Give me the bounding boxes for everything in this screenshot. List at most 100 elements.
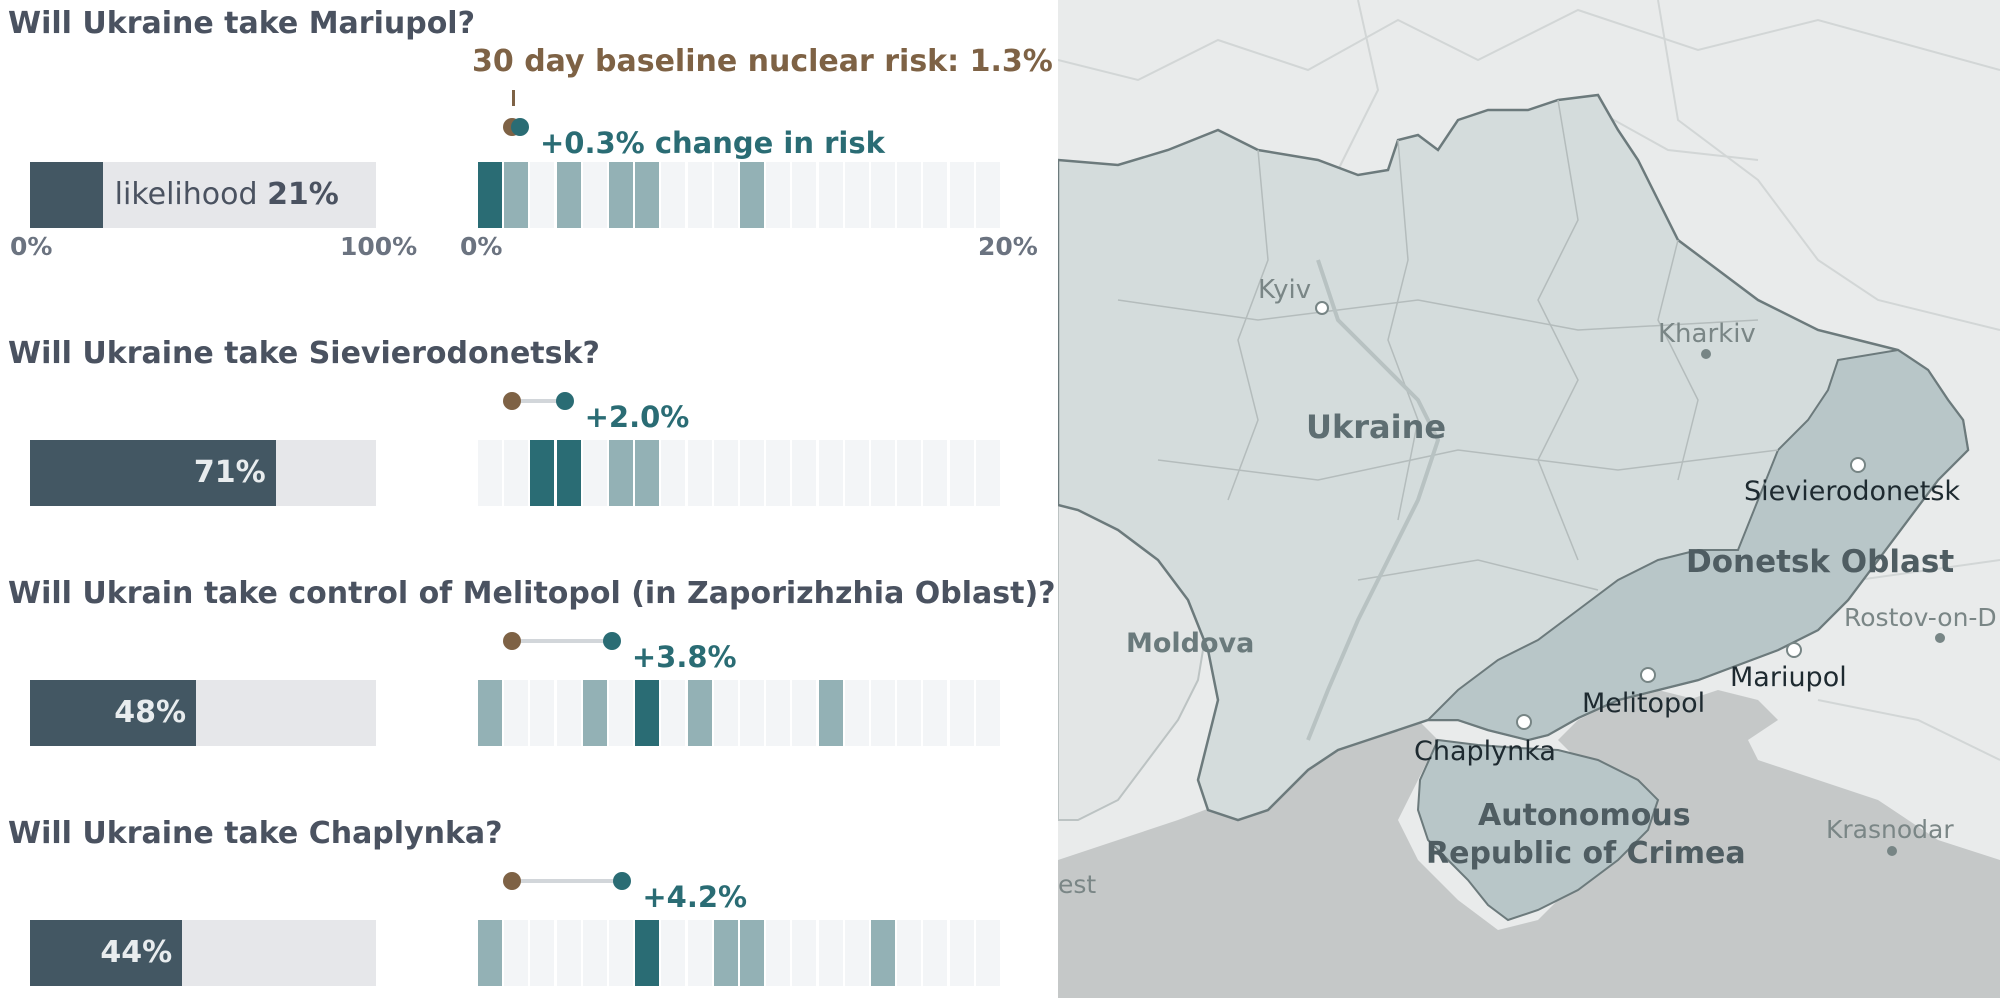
ukraine-map[interactable]: Kyiv Kharkiv Ukraine Sievierodonetsk Don… xyxy=(1056,0,2000,998)
likelihood-label: likelihood 21% xyxy=(115,162,339,228)
likelihood-bar: 48% xyxy=(30,680,376,746)
risk-bin xyxy=(818,920,843,986)
krasnodar-label: Krasnodar xyxy=(1826,815,1954,844)
likelihood-value: 48% xyxy=(114,695,187,730)
risk-bin xyxy=(975,680,1000,746)
risk-bin xyxy=(661,162,686,228)
risk-bin xyxy=(844,162,869,228)
kyiv-label: Kyiv xyxy=(1258,275,1311,305)
likelihood-axis-max: 100% xyxy=(340,232,418,261)
risk-bin xyxy=(740,162,764,228)
risk-bin xyxy=(478,440,502,506)
rostov-marker xyxy=(1935,633,1945,643)
sievierodonetsk-marker xyxy=(1850,457,1866,473)
risk-bin xyxy=(713,162,738,228)
kharkiv-marker xyxy=(1701,349,1711,359)
risk-bin xyxy=(556,680,581,746)
risk-bin xyxy=(871,162,895,228)
risk-bin xyxy=(897,162,922,228)
risk-bin xyxy=(635,440,660,506)
risk-bin xyxy=(687,440,712,506)
risk-bin xyxy=(766,920,791,986)
risk-bin xyxy=(504,440,529,506)
likelihood-bar: likelihood 21% xyxy=(30,162,376,228)
krasnodar-marker xyxy=(1887,846,1897,856)
risk-bin xyxy=(897,440,922,506)
chaplynka-marker xyxy=(1516,714,1532,730)
risk-bin xyxy=(923,162,948,228)
risk-bin xyxy=(844,680,869,746)
map-canvas[interactable]: Kyiv Kharkiv Ukraine Sievierodonetsk Don… xyxy=(1056,0,2000,998)
conditional-risk-dot xyxy=(613,872,632,890)
risk-axis-max: 20% xyxy=(978,232,1038,261)
risk-bin xyxy=(687,920,712,986)
risk-bin xyxy=(530,440,555,506)
risk-bin xyxy=(530,162,555,228)
risk-bin xyxy=(871,920,895,986)
black-sea xyxy=(1058,690,2000,998)
risk-bin xyxy=(923,440,948,506)
question-title: Will Ukrain take control of Melitopol (i… xyxy=(8,576,1056,611)
risk-bin xyxy=(740,680,764,746)
sievierodonetsk-label: Sievierodonetsk xyxy=(1744,476,1960,507)
donetsk-oblast-label: Donetsk Oblast xyxy=(1686,544,1954,580)
dnipro-river xyxy=(1306,259,1441,741)
risk-bin xyxy=(478,680,502,746)
risk-bin xyxy=(556,162,581,228)
risk-bin xyxy=(792,440,817,506)
moldova-label: Moldova xyxy=(1126,628,1254,659)
risk-axis-min: 0% xyxy=(460,232,503,261)
risk-bin xyxy=(949,440,974,506)
risk-bin xyxy=(687,680,712,746)
risk-bin xyxy=(661,440,686,506)
risk-bin xyxy=(504,162,529,228)
risk-bin xyxy=(792,920,817,986)
risk-bin xyxy=(661,680,686,746)
risk-bin xyxy=(635,680,660,746)
risk-change-connector xyxy=(512,399,565,403)
risk-bin xyxy=(661,920,686,986)
risk-bin xyxy=(897,920,922,986)
risk-bin xyxy=(949,920,974,986)
risk-bin xyxy=(556,920,581,986)
melitopol-marker xyxy=(1640,667,1656,683)
risk-distribution-strip xyxy=(478,680,1003,746)
risk-bin xyxy=(766,162,791,228)
risk-bin xyxy=(582,680,607,746)
risk-bin xyxy=(818,680,843,746)
likelihood-bar: 71% xyxy=(30,440,376,506)
risk-bin xyxy=(792,162,817,228)
crimea-label-line1: Autonomous xyxy=(1478,798,1691,833)
risk-bin xyxy=(740,440,764,506)
risk-change-connector xyxy=(512,879,623,883)
baseline-tick xyxy=(512,90,515,106)
city-markers xyxy=(1315,301,1945,856)
risk-bin xyxy=(923,680,948,746)
risk-bin xyxy=(478,920,502,986)
risk-bin xyxy=(975,440,1000,506)
melitopol-label: Melitopol xyxy=(1582,688,1705,719)
crimea-territory xyxy=(1416,738,1660,922)
mariupol-label: Mariupol xyxy=(1730,662,1847,693)
crimea-label-line2: Republic of Crimea xyxy=(1426,836,1746,871)
risk-bin xyxy=(844,440,869,506)
kyiv-marker xyxy=(1315,301,1329,315)
risk-distribution-strip xyxy=(478,440,1003,506)
risk-bin xyxy=(609,440,633,506)
risk-bin xyxy=(871,680,895,746)
risk-bin xyxy=(478,162,502,228)
risk-bin xyxy=(766,440,791,506)
risk-bin xyxy=(844,920,869,986)
baseline-risk-dot xyxy=(503,392,522,410)
likelihood-value: 21% xyxy=(267,177,339,212)
conditional-risk-dot xyxy=(555,392,574,410)
risk-bin xyxy=(530,680,555,746)
risk-bin xyxy=(713,440,738,506)
risk-bin xyxy=(897,680,922,746)
oblast-borders xyxy=(1117,99,1779,591)
likelihood-word: likelihood xyxy=(114,177,268,212)
risk-bin xyxy=(975,162,1000,228)
ukraine-label: Ukraine xyxy=(1306,408,1446,446)
risk-bin xyxy=(949,162,974,228)
risk-bin xyxy=(949,680,974,746)
